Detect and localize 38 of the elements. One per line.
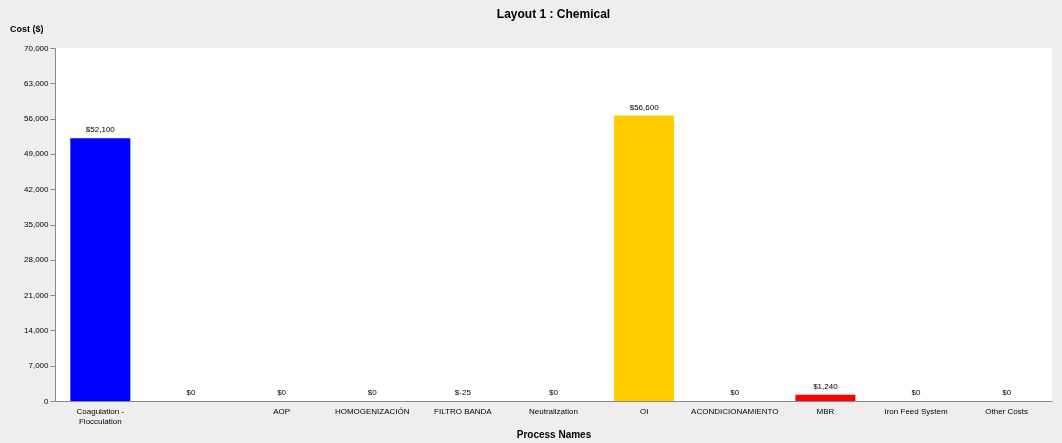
- y-tick-label: 35,000: [24, 220, 50, 229]
- data-label: $0: [367, 388, 378, 397]
- chart-title: Layout 1 : Chemical: [496, 7, 611, 21]
- x-tick-label: Iron Feed System: [884, 406, 948, 416]
- x-tick-label: Neutralization: [529, 406, 578, 416]
- y-tick-label: 28,000: [24, 255, 50, 265]
- y-tick-label: 21,000: [24, 290, 50, 300]
- data-label: $0: [911, 388, 922, 397]
- data-label: $0: [1002, 388, 1012, 397]
- x-tick-label: HOMOGENIZACIÓN: [334, 406, 410, 416]
- y-tick-label: 70,000: [24, 43, 50, 53]
- data-label: $0: [549, 388, 559, 397]
- y-tick-label: 63,000: [24, 78, 50, 88]
- text: $-25: [454, 388, 471, 397]
- x-tick-label: Other Costs: [985, 406, 1029, 416]
- bar: [70, 138, 131, 401]
- x-tick-label: FILTRO BANDA: [434, 406, 493, 416]
- y-tick-label: 56,000: [24, 114, 50, 124]
- y-tick-label: 0: [44, 396, 50, 406]
- y-tick-label: 14,000: [24, 325, 50, 335]
- data-label: $0: [277, 388, 287, 397]
- x-tick-label: AOP: [273, 406, 291, 416]
- y-axis-title: Cost ($): [10, 24, 44, 34]
- y-tick-label: 7,000: [28, 361, 50, 371]
- data-label: $56,600: [629, 102, 660, 112]
- bar: [795, 394, 856, 401]
- x-tick-label: Coagulation - Flocculation: [76, 406, 125, 426]
- y-tick-label: 49,000: [24, 149, 50, 159]
- x-tick-label: OI: [639, 406, 649, 416]
- y-tick-label: 42,000: [24, 184, 50, 194]
- data-label: $1,240: [813, 381, 839, 391]
- data-label: $0: [730, 388, 740, 397]
- data-label: $0: [186, 388, 196, 397]
- data-label: $52,100: [85, 125, 116, 135]
- bar: [614, 115, 675, 401]
- x-tick-label: ACONDICIONAMIENTO: [691, 406, 779, 416]
- x-axis-title: Process Names: [516, 428, 592, 440]
- x-tick-label: MBR: [816, 406, 835, 416]
